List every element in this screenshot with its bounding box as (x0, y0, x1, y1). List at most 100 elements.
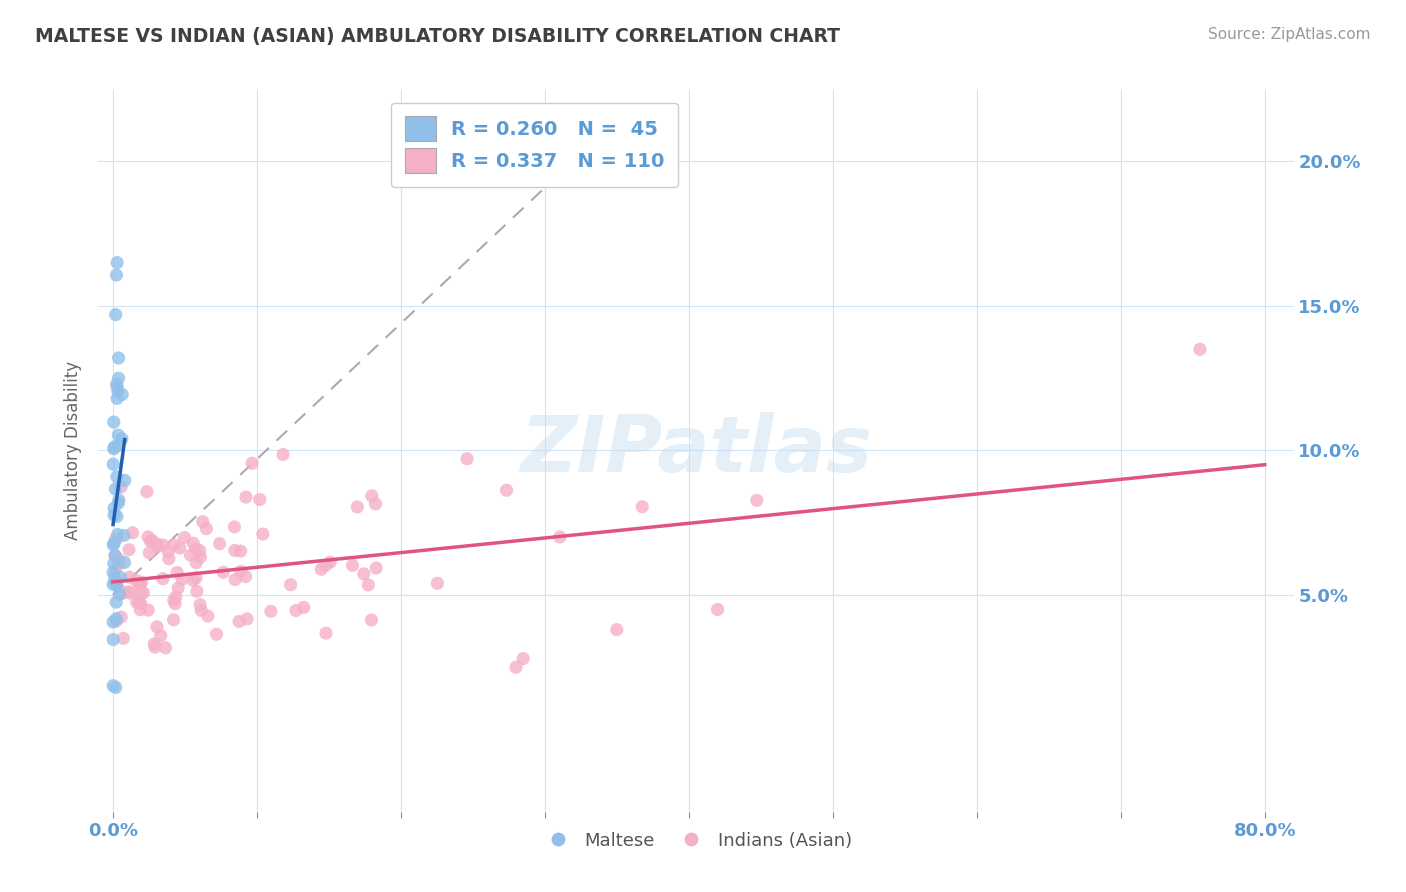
Maltese (101, 615, 124, 629)
Indians (Asian) (315, 558, 337, 573)
Indians (Asian) (143, 640, 166, 655)
Indians (Asian) (157, 551, 180, 566)
Maltese (105, 380, 128, 394)
Maltese (103, 440, 125, 454)
Text: ZIPatlas: ZIPatlas (520, 412, 872, 489)
Maltese (104, 571, 127, 585)
Maltese (105, 509, 128, 524)
Maltese (112, 528, 135, 542)
Indians (Asian) (505, 660, 527, 674)
Indians (Asian) (163, 593, 186, 607)
Indians (Asian) (235, 569, 257, 583)
Indians (Asian) (132, 586, 155, 600)
Indians (Asian) (292, 600, 315, 615)
Maltese (103, 536, 125, 550)
Maltese (105, 255, 128, 269)
Indians (Asian) (456, 451, 478, 466)
Indians (Asian) (1188, 343, 1211, 357)
Indians (Asian) (426, 576, 449, 591)
Indians (Asian) (197, 609, 219, 624)
Indians (Asian) (118, 542, 141, 557)
Indians (Asian) (319, 555, 342, 569)
Maltese (110, 570, 132, 584)
Indians (Asian) (188, 543, 211, 558)
Indians (Asian) (163, 538, 186, 552)
Legend: Maltese, Indians (Asian): Maltese, Indians (Asian) (533, 824, 859, 857)
Maltese (114, 474, 136, 488)
Maltese (107, 428, 129, 442)
Maltese (101, 679, 124, 693)
Indians (Asian) (125, 595, 148, 609)
Indians (Asian) (169, 541, 191, 555)
Maltese (108, 587, 131, 601)
Indians (Asian) (548, 530, 571, 544)
Maltese (107, 438, 129, 452)
Indians (Asian) (315, 626, 337, 640)
Indians (Asian) (364, 497, 387, 511)
Indians (Asian) (191, 515, 214, 529)
Indians (Asian) (112, 632, 135, 646)
Indians (Asian) (353, 566, 375, 581)
Indians (Asian) (146, 537, 169, 551)
Y-axis label: Ambulatory Disability: Ambulatory Disability (65, 361, 83, 540)
Indians (Asian) (249, 492, 271, 507)
Indians (Asian) (141, 533, 163, 548)
Indians (Asian) (172, 572, 194, 586)
Indians (Asian) (285, 603, 308, 617)
Indians (Asian) (208, 536, 231, 550)
Maltese (104, 308, 127, 322)
Indians (Asian) (104, 533, 127, 547)
Maltese (101, 577, 124, 591)
Indians (Asian) (104, 562, 127, 576)
Maltese (105, 377, 128, 392)
Maltese (104, 681, 127, 695)
Indians (Asian) (224, 573, 246, 587)
Indians (Asian) (360, 613, 382, 627)
Maltese (101, 632, 124, 647)
Indians (Asian) (120, 586, 142, 600)
Indians (Asian) (129, 603, 152, 617)
Indians (Asian) (152, 538, 174, 552)
Indians (Asian) (105, 614, 128, 628)
Indians (Asian) (240, 456, 263, 470)
Maltese (101, 566, 124, 580)
Indians (Asian) (495, 483, 517, 498)
Maltese (107, 384, 129, 399)
Maltese (105, 612, 128, 626)
Indians (Asian) (173, 531, 195, 545)
Indians (Asian) (260, 604, 283, 618)
Indians (Asian) (136, 530, 159, 544)
Maltese (103, 557, 125, 571)
Indians (Asian) (236, 612, 259, 626)
Indians (Asian) (165, 590, 187, 604)
Indians (Asian) (195, 522, 218, 536)
Indians (Asian) (129, 597, 152, 611)
Indians (Asian) (190, 603, 212, 617)
Indians (Asian) (212, 566, 235, 580)
Indians (Asian) (139, 534, 162, 549)
Indians (Asian) (745, 493, 768, 508)
Indians (Asian) (342, 558, 364, 573)
Indians (Asian) (360, 489, 382, 503)
Indians (Asian) (128, 577, 150, 591)
Indians (Asian) (181, 536, 204, 550)
Maltese (103, 415, 125, 429)
Text: Source: ZipAtlas.com: Source: ZipAtlas.com (1208, 27, 1371, 42)
Indians (Asian) (125, 574, 148, 588)
Maltese (104, 575, 127, 590)
Indians (Asian) (128, 576, 150, 591)
Maltese (107, 496, 129, 510)
Indians (Asian) (110, 610, 132, 624)
Indians (Asian) (117, 584, 139, 599)
Maltese (111, 432, 134, 446)
Maltese (105, 268, 128, 282)
Indians (Asian) (155, 640, 177, 655)
Indians (Asian) (128, 596, 150, 610)
Maltese (108, 493, 131, 508)
Indians (Asian) (309, 562, 332, 576)
Indians (Asian) (184, 542, 207, 557)
Indians (Asian) (149, 629, 172, 643)
Maltese (105, 595, 128, 609)
Indians (Asian) (271, 448, 294, 462)
Indians (Asian) (366, 561, 388, 575)
